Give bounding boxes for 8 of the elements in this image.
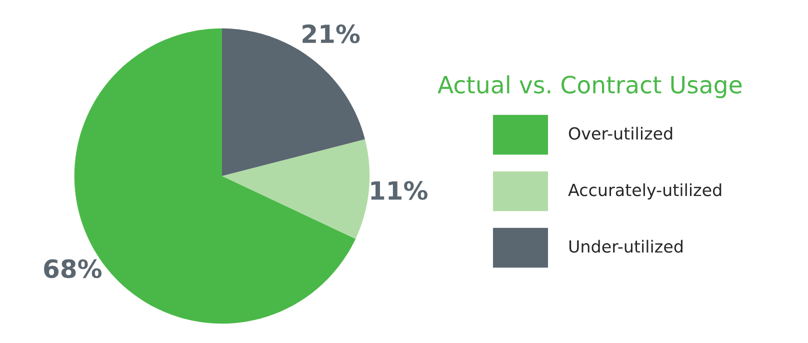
legend-label: Accurately-utilized — [568, 183, 722, 200]
data-label: 11% — [371, 181, 428, 200]
legend-label: Over-utilized — [568, 126, 672, 140]
pie-slice — [222, 139, 370, 239]
legend-title: Actual vs. Contract Usage — [438, 75, 742, 98]
legend-label: Under-utilized — [569, 240, 682, 253]
data-label: 68% — [44, 259, 102, 278]
data-label: 21% — [302, 24, 360, 44]
